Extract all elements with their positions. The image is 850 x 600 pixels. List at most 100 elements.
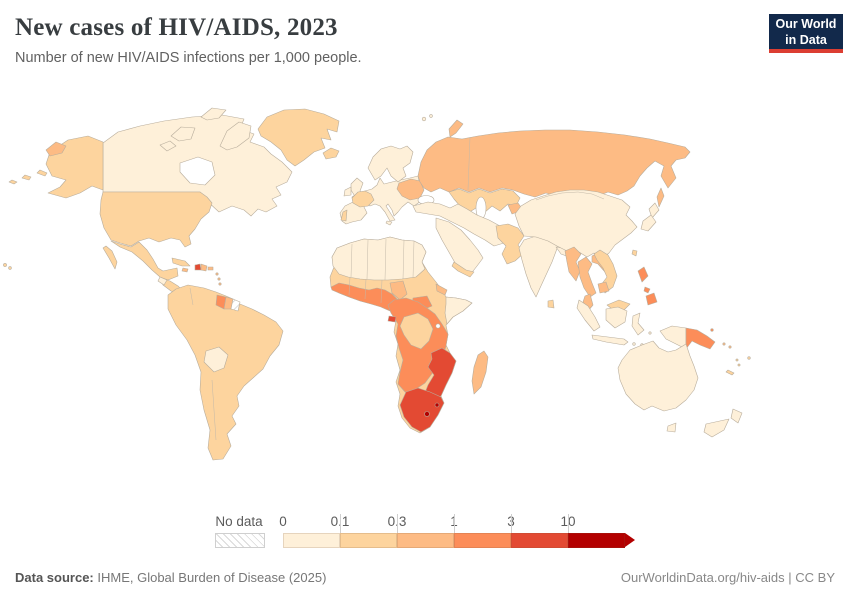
- region-lesser-antilles[interactable]: [217, 277, 221, 281]
- region-new-caledonia[interactable]: [725, 369, 735, 376]
- border-argentina-chile: [211, 379, 217, 441]
- region-taiwan[interactable]: [631, 249, 638, 257]
- legend-segment-0[interactable]: [283, 533, 340, 548]
- legend-segment-2[interactable]: [397, 533, 454, 548]
- region-arabian-peninsula[interactable]: [435, 217, 484, 276]
- region-west-papua[interactable]: [659, 325, 687, 350]
- region-india[interactable]: [518, 235, 559, 298]
- region-lesser-antilles[interactable]: [218, 282, 222, 286]
- legend-segment-4[interactable]: [511, 533, 568, 548]
- region-arctic-island[interactable]: [159, 140, 177, 152]
- legend-segment-3[interactable]: [454, 533, 511, 548]
- region-mexico[interactable]: [110, 240, 179, 281]
- region-philippines-visayas[interactable]: [643, 286, 651, 294]
- region-victoria-island[interactable]: [170, 126, 196, 142]
- border-sahara: [350, 243, 353, 278]
- region-french-guiana[interactable]: [230, 298, 241, 312]
- region-new-zealand-south[interactable]: [703, 418, 730, 438]
- page-title: New cases of HIV/AIDS, 2023: [15, 14, 338, 41]
- region-bolivia[interactable]: [203, 346, 229, 373]
- region-ireland[interactable]: [343, 186, 352, 197]
- region-thailand[interactable]: [577, 256, 597, 298]
- border-sahel: [348, 276, 351, 296]
- region-yemen[interactable]: [451, 261, 475, 278]
- region-usa[interactable]: [99, 191, 213, 248]
- region-somalia[interactable]: [444, 296, 473, 325]
- region-scandinavia[interactable]: [367, 145, 414, 183]
- region-tasmania[interactable]: [666, 422, 677, 433]
- region-baffin-island[interactable]: [219, 121, 252, 151]
- region-hawaii[interactable]: [8, 266, 12, 270]
- region-cuba[interactable]: [171, 257, 191, 267]
- region-baja-california[interactable]: [102, 245, 118, 270]
- region-equatorial-guinea[interactable]: [387, 315, 397, 323]
- region-south-africa[interactable]: [399, 387, 445, 433]
- region-lesser-sunda[interactable]: [632, 342, 636, 346]
- region-lesser-antilles[interactable]: [215, 272, 219, 276]
- region-sulawesi[interactable]: [631, 312, 645, 336]
- legend-no-data-label: No data: [215, 514, 263, 529]
- region-maluku[interactable]: [648, 331, 652, 335]
- region-aleutians[interactable]: [21, 174, 32, 181]
- region-dominican-republic[interactable]: [200, 263, 208, 272]
- region-france[interactable]: [351, 190, 375, 208]
- region-solomon-islands[interactable]: [728, 345, 732, 349]
- region-vanuatu[interactable]: [737, 363, 741, 367]
- region-fiji[interactable]: [747, 356, 751, 360]
- legend-segment-1[interactable]: [340, 533, 397, 548]
- region-borneo-indonesia[interactable]: [605, 306, 628, 329]
- region-drc[interactable]: [399, 312, 434, 350]
- region-cambodia[interactable]: [597, 281, 610, 294]
- region-iceland[interactable]: [322, 147, 340, 160]
- region-sicily[interactable]: [385, 220, 393, 226]
- region-solomon-islands[interactable]: [722, 342, 726, 346]
- region-portugal[interactable]: [340, 209, 348, 222]
- region-sri-lanka[interactable]: [547, 299, 555, 309]
- border-sahel: [364, 278, 367, 300]
- region-chad[interactable]: [389, 280, 408, 301]
- data-source-text: IHME, Global Burden of Disease (2025): [93, 570, 327, 585]
- region-sakhalin[interactable]: [656, 187, 665, 208]
- region-haiti[interactable]: [194, 263, 202, 271]
- region-greenland[interactable]: [257, 108, 340, 167]
- region-vanuatu[interactable]: [735, 358, 739, 362]
- region-svalbard[interactable]: [429, 114, 433, 118]
- legend-tickline: [454, 514, 455, 533]
- region-australia[interactable]: [617, 340, 699, 412]
- region-afghanistan-pakistan[interactable]: [495, 223, 525, 265]
- region-java[interactable]: [591, 334, 629, 346]
- region-japan[interactable]: [640, 214, 657, 232]
- region-eritrea-djibouti[interactable]: [435, 283, 448, 296]
- region-north-africa[interactable]: [331, 236, 427, 281]
- region-sumatra[interactable]: [576, 299, 601, 332]
- region-philippines-mindanao[interactable]: [645, 292, 658, 306]
- region-south-america[interactable]: [167, 284, 284, 461]
- region-eswatini[interactable]: [434, 402, 440, 408]
- legend-no-data-swatch[interactable]: [215, 533, 265, 548]
- region-philippines-luzon[interactable]: [637, 266, 649, 283]
- region-chukotka[interactable]: [45, 141, 67, 157]
- region-svalbard[interactable]: [421, 116, 427, 122]
- region-papua-new-guinea[interactable]: [685, 327, 716, 350]
- border-sahara: [412, 240, 415, 279]
- region-hawaii[interactable]: [3, 263, 7, 267]
- region-new-zealand-north[interactable]: [730, 408, 743, 424]
- footer-link[interactable]: OurWorldinData.org/hiv-aids | CC BY: [620, 570, 835, 585]
- region-ellesmere-island[interactable]: [200, 107, 227, 121]
- region-lesotho[interactable]: [424, 411, 430, 417]
- data-source: Data source: IHME, Global Burden of Dise…: [15, 570, 326, 585]
- region-madagascar[interactable]: [471, 350, 489, 395]
- region-aleutians[interactable]: [36, 169, 48, 177]
- owid-logo[interactable]: Our World in Data: [769, 14, 843, 53]
- region-guatemala[interactable]: [157, 276, 168, 286]
- region-novaya-zemlya[interactable]: [448, 119, 464, 138]
- border-ural: [467, 136, 471, 191]
- region-png-islands[interactable]: [710, 328, 714, 332]
- legend-segment-5[interactable]: [568, 533, 625, 548]
- region-aleutians[interactable]: [8, 179, 18, 185]
- region-jamaica[interactable]: [181, 267, 189, 273]
- region-puerto-rico[interactable]: [207, 266, 214, 271]
- region-malaysia-peninsular[interactable]: [582, 293, 594, 312]
- region-russia[interactable]: [417, 129, 691, 198]
